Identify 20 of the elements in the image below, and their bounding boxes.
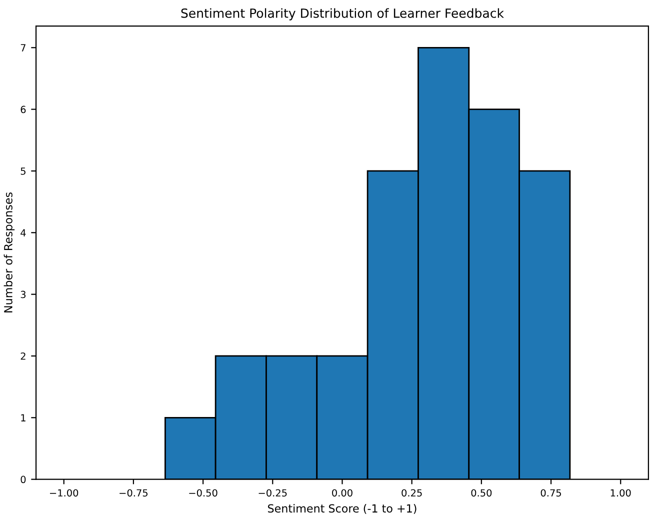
x-tick-label: 0.25 xyxy=(402,489,422,497)
x-tick-label: 0.75 xyxy=(540,489,561,497)
y-tick-label: 7 xyxy=(20,44,26,52)
x-tick-label: −0.50 xyxy=(189,489,218,497)
x-tick-label: 0.50 xyxy=(471,489,492,497)
y-tick-label: 2 xyxy=(20,352,26,360)
x-tick-label: 0.00 xyxy=(332,489,352,497)
x-tick-label: −0.75 xyxy=(120,489,148,497)
x-tick-label: 1.00 xyxy=(610,489,631,497)
y-tick-label: 6 xyxy=(20,106,26,114)
y-tick-label: 3 xyxy=(20,290,26,298)
y-tick-label: 4 xyxy=(20,229,26,236)
x-axis-title: Sentiment Score (-1 to +1) xyxy=(268,504,416,514)
chart-title: Sentiment Polarity Distribution of Learner Feedback xyxy=(181,8,504,20)
x-tick-label: −0.25 xyxy=(258,489,287,497)
y-axis-title: Number of Responses xyxy=(4,192,15,312)
y-tick-label: 1 xyxy=(21,414,26,422)
y-tick-label: 0 xyxy=(20,476,26,484)
x-tick-label: −1.00 xyxy=(50,489,78,497)
y-tick-label: 5 xyxy=(20,168,26,175)
